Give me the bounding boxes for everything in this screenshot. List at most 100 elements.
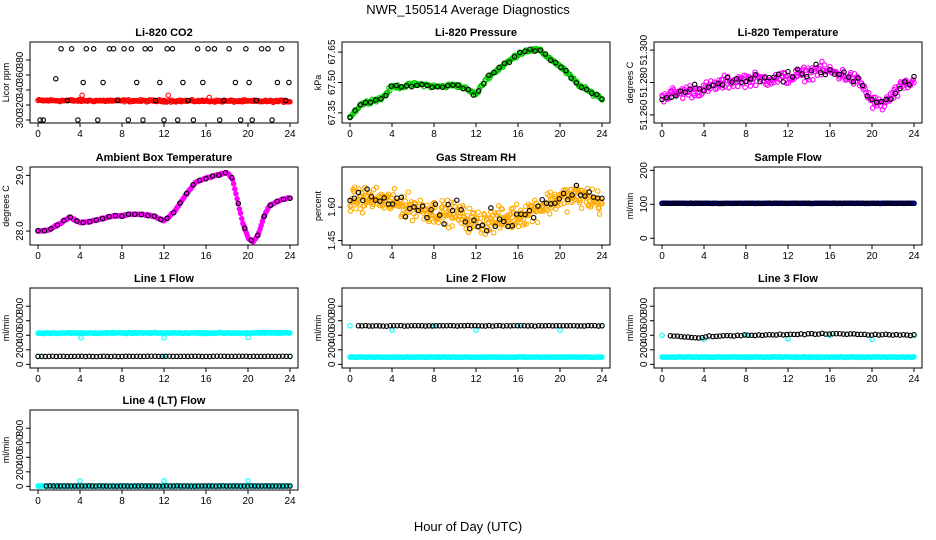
data-point (468, 323, 475, 329)
data-point (138, 211, 145, 218)
data-point (911, 73, 917, 80)
data-point (74, 218, 80, 224)
data-point (578, 84, 585, 91)
data-point (245, 334, 251, 341)
data-point (574, 323, 581, 329)
data-point (412, 322, 418, 329)
data-point (460, 205, 467, 212)
data-point (262, 483, 269, 489)
data-point (190, 182, 196, 188)
data-point (911, 354, 917, 360)
data-point (188, 353, 195, 360)
data-point (398, 322, 404, 329)
data-point (906, 82, 913, 88)
data-point (68, 46, 75, 52)
data-point (78, 483, 85, 489)
chart-panel-4: Ambient Box Temperature degrees C 0 4 8 12 16 2… (1, 152, 299, 262)
data-point (780, 332, 787, 338)
data-point (376, 323, 383, 329)
x-tick-label: 8 (431, 251, 437, 262)
data-point (511, 54, 518, 60)
data-point (403, 83, 410, 89)
data-point (868, 332, 875, 338)
data-point (435, 219, 442, 226)
data-point (560, 190, 567, 197)
data-point (738, 200, 745, 206)
panel-title: Ambient Box Temperature (96, 152, 233, 164)
data-point (775, 200, 781, 207)
data-point (158, 216, 164, 223)
data-point (166, 353, 173, 359)
data-point (234, 483, 240, 489)
data-point (479, 222, 486, 229)
data-point (355, 189, 362, 196)
data-point (513, 201, 520, 208)
data-point (552, 200, 558, 206)
data-point (801, 331, 808, 338)
x-tick-label: 4 (77, 251, 83, 262)
data-point (741, 332, 748, 338)
data-point (735, 83, 741, 90)
panel-title: Sample Flow (754, 152, 822, 164)
x-tick-label: 20 (554, 251, 566, 262)
data-point (535, 203, 541, 209)
data-point (287, 330, 293, 336)
data-point (229, 174, 235, 181)
data-point (348, 202, 354, 209)
data-point (875, 332, 882, 338)
data-point (237, 483, 244, 489)
data-point (599, 200, 605, 207)
data-point (214, 353, 220, 359)
data-point (170, 209, 177, 216)
data-point (268, 353, 275, 360)
data-point (449, 207, 456, 214)
data-point (569, 192, 575, 198)
data-point (390, 322, 397, 329)
data-point (851, 200, 858, 207)
data-point (496, 322, 503, 329)
data-point (701, 200, 708, 206)
data-point (724, 74, 731, 81)
y-tick-label: 0 (15, 483, 26, 489)
data-point (507, 323, 513, 329)
data-point (685, 92, 691, 98)
data-point (885, 200, 892, 207)
data-point (599, 323, 605, 329)
data-point (359, 210, 366, 216)
data-point (819, 330, 825, 337)
x-tick-label: 24 (908, 374, 920, 385)
data-point (80, 79, 86, 86)
data-point (901, 79, 908, 85)
data-point (61, 217, 67, 224)
data-point (436, 212, 443, 218)
data-point (276, 483, 283, 489)
data-point (106, 213, 112, 220)
data-point (724, 200, 730, 206)
data-point (486, 72, 492, 79)
data-point (599, 354, 605, 360)
data-point (251, 483, 258, 489)
x-tick-label: 20 (554, 374, 566, 385)
data-point (79, 353, 85, 360)
data-point (454, 197, 460, 203)
data-point (258, 46, 265, 52)
data-point (177, 353, 184, 360)
data-point (244, 483, 251, 489)
data-point (667, 200, 674, 207)
data-point (582, 193, 588, 199)
data-point (501, 218, 507, 225)
data-point (192, 353, 198, 360)
data-point (433, 323, 439, 329)
data-point (780, 79, 787, 85)
data-point (486, 226, 493, 233)
y-tick-label: 320 (15, 96, 26, 113)
data-point (145, 212, 151, 219)
x-tick-label: 20 (866, 129, 878, 140)
data-point (221, 353, 228, 360)
x-tick-label: 24 (284, 251, 296, 262)
data-point (578, 205, 585, 212)
data-point (230, 483, 237, 489)
data-point (799, 71, 805, 77)
data-series-2 (659, 61, 917, 106)
y-tick-label: 51.260 (639, 99, 650, 130)
